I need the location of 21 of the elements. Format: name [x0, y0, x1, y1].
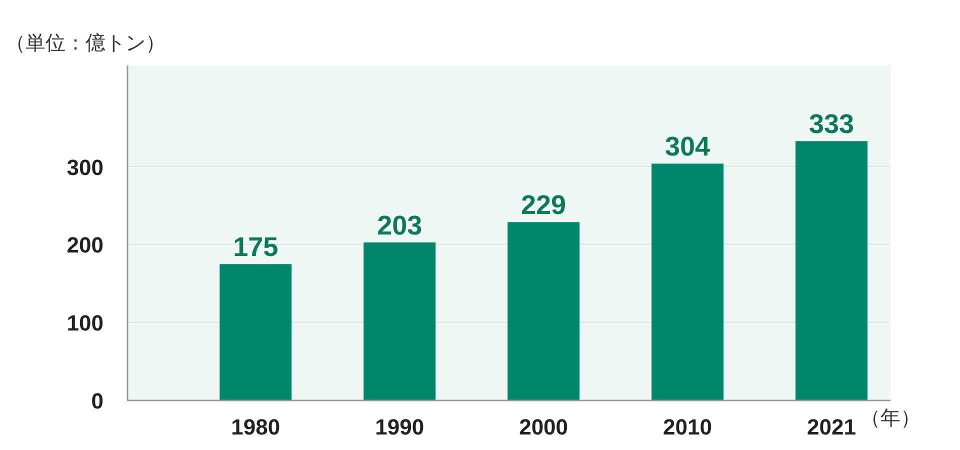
y-tick-label: 200: [66, 232, 104, 258]
data-label: 203: [377, 210, 422, 240]
y-tick-label: 100: [66, 310, 104, 336]
y-tick-label: 0: [91, 388, 104, 414]
data-label: 304: [664, 132, 710, 162]
bar: [508, 222, 580, 400]
y-axis-title: （単位：億トン）: [6, 32, 166, 54]
data-label: 229: [521, 190, 566, 220]
bar: [795, 141, 868, 400]
bar: [364, 242, 436, 400]
data-label: 175: [233, 232, 278, 262]
y-tick-label: 300: [66, 154, 104, 180]
x-tick-label: 1990: [375, 414, 424, 440]
bar: [652, 164, 724, 400]
x-axis-title: （年）: [860, 408, 920, 430]
data-label: 333: [808, 109, 854, 140]
x-tick-label: 2010: [663, 414, 712, 440]
x-tick-label: 2000: [519, 414, 568, 440]
x-tick-label: 2021: [807, 414, 856, 440]
x-tick-label: 1980: [231, 414, 280, 440]
bar: [220, 264, 292, 400]
